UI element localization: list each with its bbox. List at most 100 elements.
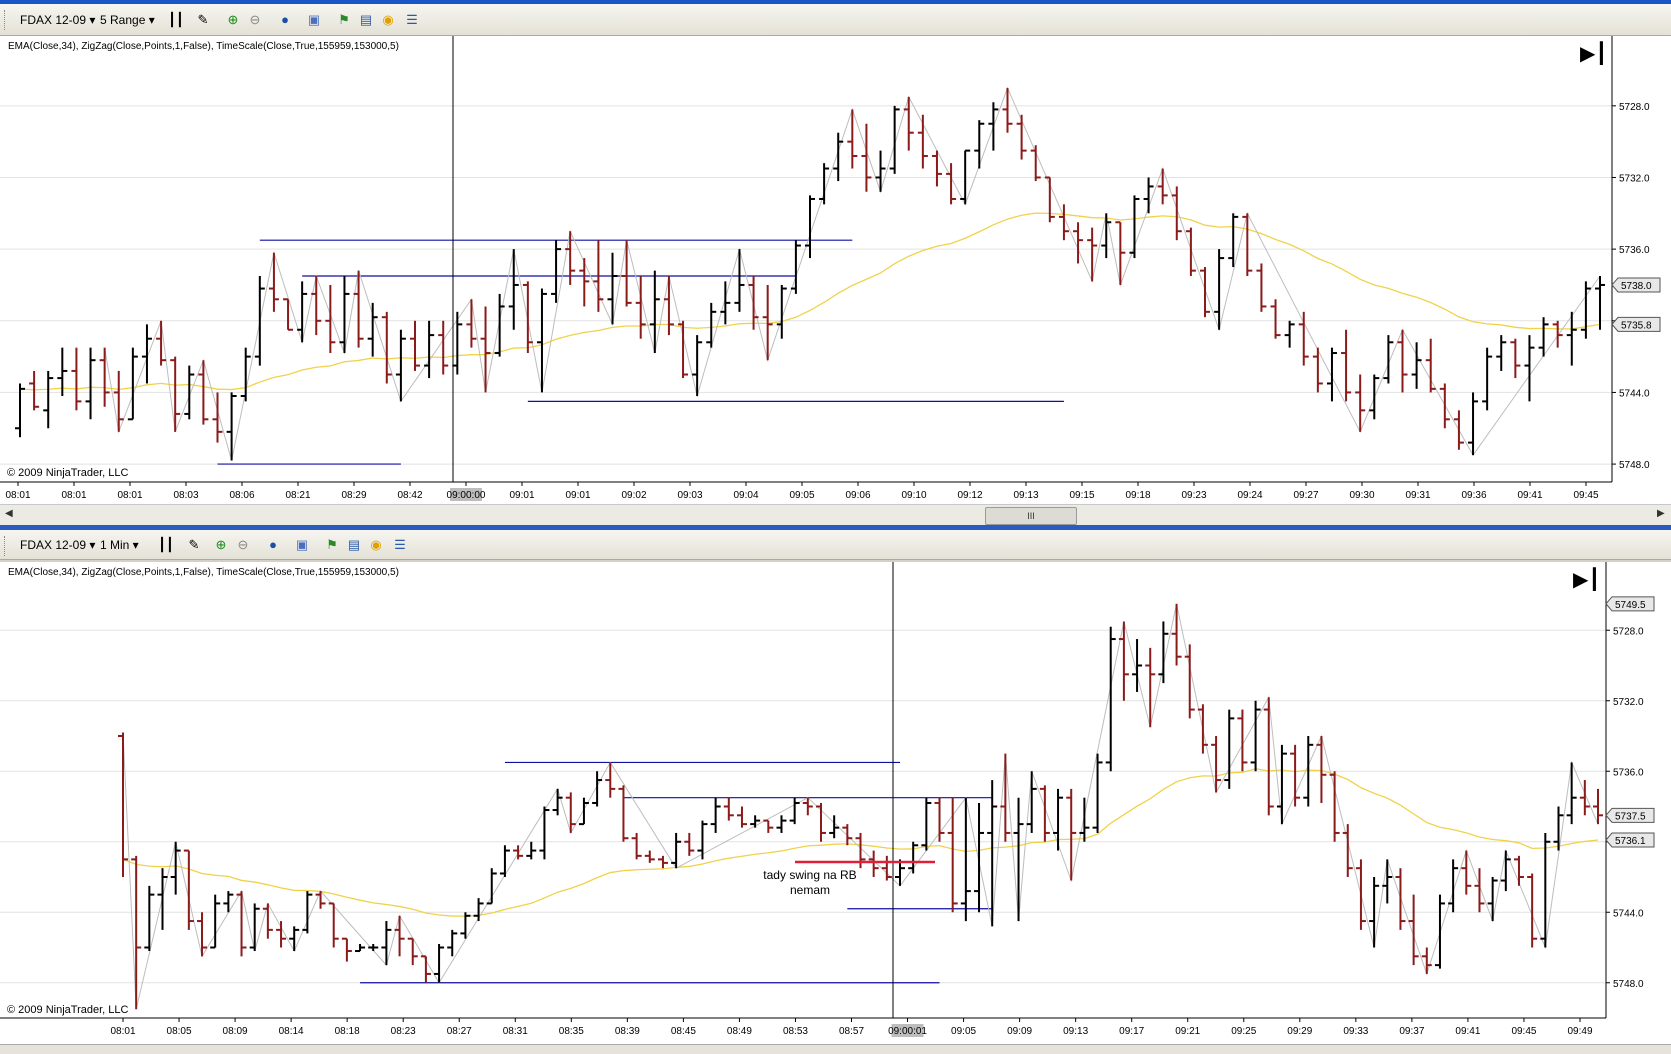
price-marker-label: 5736.1 [1615, 836, 1646, 847]
price-tick-label: 5732.0 [1613, 697, 1644, 708]
go-to-last-bar-icon[interactable]: ▶┃ [1573, 569, 1601, 591]
time-cursor-box [450, 488, 482, 501]
indicator-chart-icon[interactable]: ▤ [347, 537, 361, 552]
price-marker-label: 5735.8 [1621, 320, 1652, 331]
price-tick-label: 5728.0 [1613, 626, 1644, 637]
time-tick-label: 08:01 [110, 1026, 135, 1037]
scroll-left-icon[interactable]: ◀ [5, 508, 13, 519]
data-box-icon[interactable]: ☰ [406, 12, 418, 27]
top-horizontal-scrollbar[interactable]: ◀ III ▶ [0, 504, 1671, 525]
price-marker [1605, 596, 1655, 612]
top-chart-toolbar: FDAX 12-09 ▾ 5 Range ▾ ┃┃ ✎ ⊕ ⊖ ● ▣ ⚑ ▤ … [0, 4, 1671, 36]
window-title-strip [0, 0, 1671, 4]
period-selector[interactable]: 1 Min ▾ [100, 538, 139, 552]
plot-area [0, 36, 1612, 482]
top-indicator-label: EMA(Close,34), ZigZag(Close,Points,1,Fal… [8, 41, 399, 52]
plot-area [0, 562, 1606, 1018]
price-marker-label: 5737.5 [1615, 811, 1646, 822]
time-cursor-box [891, 1024, 924, 1037]
time-tick-label: 09:02 [621, 490, 646, 501]
zoom-in-icon[interactable]: ⊕ [215, 537, 227, 552]
time-tick-label: 08:35 [559, 1026, 584, 1037]
time-tick-label: 09:05 [951, 1026, 976, 1037]
instrument-selector[interactable]: FDAX 12-09 ▾ [20, 538, 96, 552]
price-tick-label: 5728.0 [1619, 102, 1650, 113]
time-tick-label: 09:10 [901, 490, 926, 501]
time-tick-label: 08:53 [783, 1026, 808, 1037]
bottom-copyright: © 2009 NinjaTrader, LLC [7, 1004, 129, 1016]
time-tick-label: 09:13 [1013, 490, 1038, 501]
price-tick-label: 5736.0 [1619, 245, 1650, 256]
zoom-in-icon[interactable]: ⊕ [227, 12, 239, 27]
go-to-last-bar-icon[interactable]: ▶┃ [1580, 43, 1608, 65]
scroll-thumb[interactable]: III [985, 507, 1077, 525]
time-tick-label: 08:01 [61, 490, 86, 501]
time-tick-label: 09:29 [1287, 1026, 1312, 1037]
drawing-pencil-icon[interactable]: ✎ [188, 537, 200, 552]
time-tick-label: 08:03 [173, 490, 198, 501]
drawing-pencil-icon[interactable]: ✎ [197, 12, 209, 27]
annotation-line-2: nemam [789, 883, 830, 897]
dollar-icon[interactable]: ◉ [370, 537, 382, 552]
price-tick-label: 5736.0 [1613, 767, 1644, 778]
zoom-out-icon[interactable]: ⊖ [237, 537, 249, 552]
indicator-chart-icon[interactable]: ▤ [359, 12, 373, 27]
data-box-icon[interactable]: ☰ [394, 537, 406, 552]
time-tick-label: 09:17 [1119, 1026, 1144, 1037]
price-tick-label: 5748.0 [1619, 460, 1650, 471]
annotation-line-1: tady swing na RB [763, 868, 857, 882]
time-tick-label: 08:01 [5, 490, 30, 501]
toolbar-grip[interactable] [4, 10, 8, 30]
time-tick-label: 09:18 [1125, 490, 1150, 501]
window-separator [0, 525, 1671, 530]
time-tick-label: 09:15 [1069, 490, 1094, 501]
time-tick-label: 09:36 [1461, 490, 1486, 501]
price-tick-label: 5732.0 [1619, 173, 1650, 184]
time-tick-label: 09:41 [1455, 1026, 1480, 1037]
bar-style-icon[interactable]: ┃┃ [168, 12, 184, 27]
time-tick-label: 08:23 [391, 1026, 416, 1037]
time-tick-label: 09:05 [789, 490, 814, 501]
time-tick-label: 08:29 [341, 490, 366, 501]
strategy-icon[interactable]: ⚑ [338, 12, 350, 27]
toolbar-grip[interactable] [4, 536, 8, 556]
scroll-right-icon[interactable]: ▶ [1657, 508, 1665, 519]
price-tick-label: 5744.0 [1613, 908, 1644, 919]
bar-style-icon[interactable]: ┃┃ [158, 537, 174, 552]
top-price-chart[interactable]: 5748.05744.05740.05736.05732.05728.05738… [0, 36, 1671, 504]
time-tick-label: 09:31 [1405, 490, 1430, 501]
time-tick-label: 09:23 [1181, 490, 1206, 501]
strategy-icon[interactable]: ⚑ [326, 537, 338, 552]
time-tick-label: 09:45 [1511, 1026, 1536, 1037]
time-tick-label: 08:05 [167, 1026, 192, 1037]
time-tick-label: 08:39 [615, 1026, 640, 1037]
bottom-chart-toolbar: FDAX 12-09 ▾ 1 Min ▾ ┃┃ ✎ ⊕ ⊖ ● ▣ ⚑ ▤ ◉ … [0, 530, 1671, 560]
time-tick-label: 08:14 [279, 1026, 304, 1037]
bottom-scrollbar[interactable] [0, 1044, 1671, 1054]
dollar-icon[interactable]: ◉ [382, 12, 394, 27]
properties-icon[interactable]: ▣ [307, 12, 321, 27]
time-tick-label: 08:57 [839, 1026, 864, 1037]
bottom-price-chart[interactable]: 5748.05744.05740.05736.05732.05728.05749… [0, 562, 1671, 1044]
instrument-selector[interactable]: FDAX 12-09 ▾ [20, 13, 96, 27]
price-tick-label: 5744.0 [1619, 388, 1650, 399]
time-tick-label: 09:06 [845, 490, 870, 501]
time-tick-label: 08:06 [229, 490, 254, 501]
time-tick-label: 09:13 [1063, 1026, 1088, 1037]
bottom-chart-canvas[interactable]: 5748.05744.05740.05736.05732.05728.05749… [0, 562, 1671, 1044]
time-tick-label: 08:01 [117, 490, 142, 501]
time-tick-label: 08:49 [727, 1026, 752, 1037]
time-tick-label: 08:42 [397, 490, 422, 501]
top-chart-canvas[interactable]: 5748.05744.05740.05736.05732.05728.05738… [0, 36, 1671, 504]
globe-icon[interactable]: ● [281, 12, 289, 27]
properties-icon[interactable]: ▣ [295, 537, 309, 552]
bottom-indicator-label: EMA(Close,34), ZigZag(Close,Points,1,Fal… [8, 567, 399, 578]
chart-annotation: tady swing na RB nemam [745, 868, 875, 898]
time-tick-label: 09:37 [1399, 1026, 1424, 1037]
time-tick-label: 09:03 [677, 490, 702, 501]
time-tick-label: 09:01 [565, 490, 590, 501]
period-selector[interactable]: 5 Range ▾ [100, 13, 155, 27]
zoom-out-icon[interactable]: ⊖ [249, 12, 261, 27]
globe-icon[interactable]: ● [269, 537, 277, 552]
time-tick-label: 09:00:01 [888, 1026, 927, 1037]
